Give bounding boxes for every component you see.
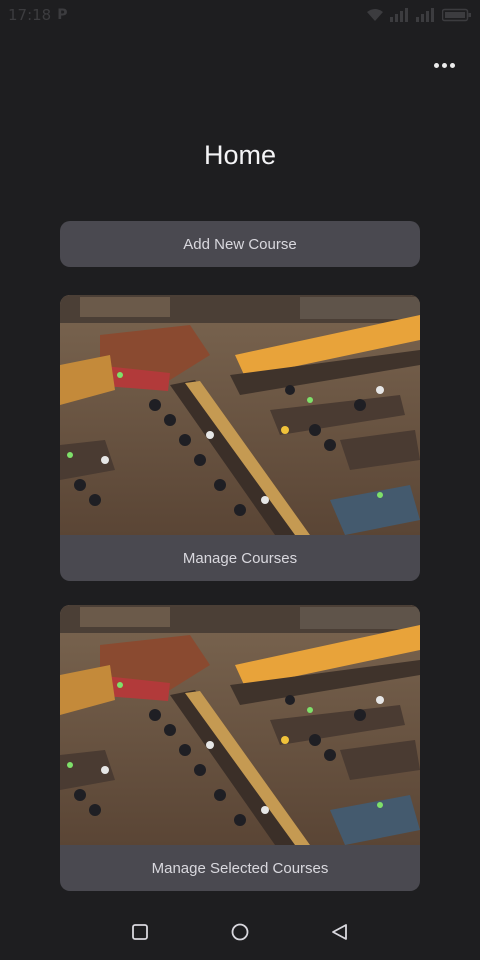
status-right [366, 8, 472, 22]
more-horizontal-icon[interactable] [430, 55, 458, 75]
status-time: 17:18 [8, 6, 52, 24]
system-nav-bar [0, 904, 480, 960]
menu-dot [441, 62, 447, 68]
signal-icon [416, 8, 436, 22]
manage-courses-label: Manage Courses [182, 549, 298, 567]
menu-dot [449, 62, 455, 68]
circle-icon[interactable] [220, 912, 260, 952]
status-left: 17:18 P [8, 6, 68, 24]
wifi-icon [366, 8, 384, 22]
library-reading-room-photo [60, 295, 420, 535]
signal-icon [390, 8, 410, 22]
manage-selected-courses-card[interactable]: Manage Selected Courses [60, 605, 420, 891]
manage-selected-courses-label: Manage Selected Courses [151, 859, 329, 877]
library-reading-room-photo [60, 605, 420, 845]
triangle-back-icon[interactable] [320, 912, 360, 952]
manage-courses-card[interactable]: Manage Courses [60, 295, 420, 581]
page-title: Home [203, 140, 277, 170]
add-new-course-button[interactable]: Add New Course [60, 221, 420, 267]
battery-icon [442, 8, 472, 22]
status-bar: 17:18 P [0, 0, 480, 30]
square-icon[interactable] [120, 912, 160, 952]
menu-dot [433, 62, 439, 68]
p-icon: P [57, 7, 68, 23]
